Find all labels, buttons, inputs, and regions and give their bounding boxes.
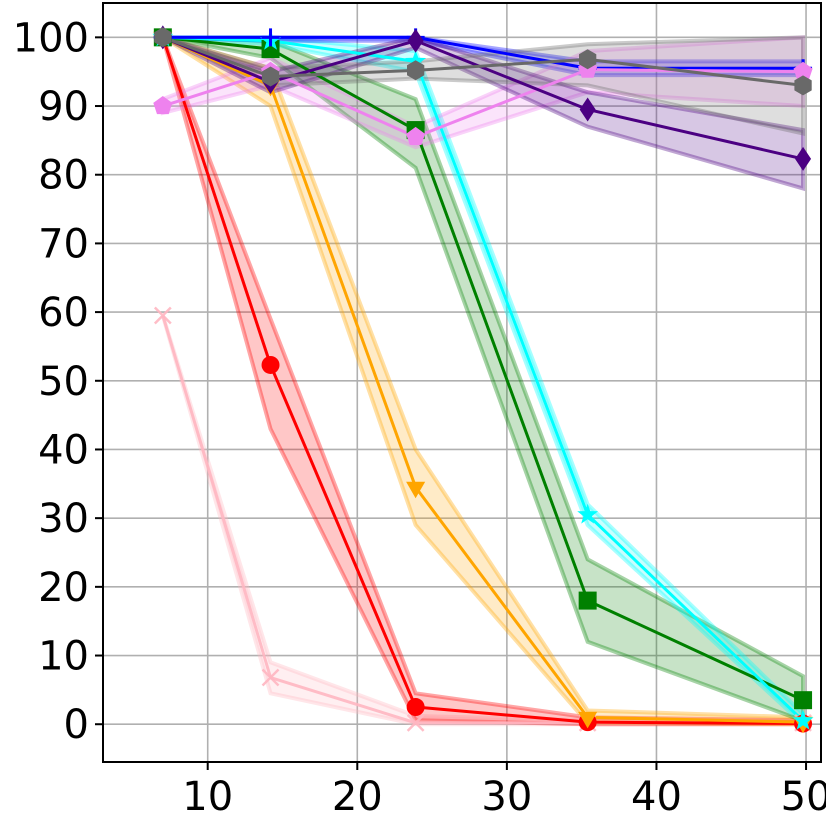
x-tick-label: 20 bbox=[332, 774, 383, 818]
series-8-point bbox=[795, 146, 812, 171]
series-9-point bbox=[407, 60, 425, 81]
series-6-point bbox=[261, 28, 280, 47]
x-tick-label: 30 bbox=[481, 774, 532, 818]
axis-ticks: 10 20 30 40 50 0 10 20 30 40 50 60 70 80 90 100 bbox=[13, 15, 826, 818]
series-9-point bbox=[794, 75, 812, 96]
series-1-point bbox=[261, 668, 280, 687]
plot-area-frame bbox=[102, 2, 822, 763]
series-3-point bbox=[406, 481, 426, 499]
series-8-point bbox=[579, 97, 596, 122]
series-8-point bbox=[407, 28, 424, 53]
y-tick-label: 40 bbox=[38, 427, 89, 473]
series-markers bbox=[152, 25, 814, 734]
series-1-point bbox=[153, 306, 172, 325]
series-7-point bbox=[153, 96, 173, 115]
series-9-point bbox=[579, 49, 597, 70]
y-tick-label: 10 bbox=[38, 634, 89, 680]
series-7-point bbox=[793, 61, 813, 80]
series-2-point bbox=[406, 698, 425, 717]
series-3-point bbox=[578, 711, 598, 729]
x-tick-label: 40 bbox=[631, 774, 682, 818]
y-tick-label: 50 bbox=[38, 359, 89, 405]
series-9-point bbox=[154, 27, 172, 48]
y-tick-label: 100 bbox=[13, 15, 89, 61]
y-tick-label: 70 bbox=[38, 221, 89, 267]
y-tick-label: 80 bbox=[38, 153, 89, 199]
series-2-point bbox=[261, 355, 280, 374]
x-tick-label: 50 bbox=[781, 774, 826, 818]
y-tick-label: 0 bbox=[64, 702, 89, 748]
series-4-point bbox=[794, 691, 813, 710]
y-tick-label: 30 bbox=[38, 496, 89, 542]
series-4-point bbox=[578, 591, 597, 610]
series-5-point bbox=[577, 503, 599, 524]
y-tick-label: 20 bbox=[38, 565, 89, 611]
y-tick-label: 60 bbox=[38, 290, 89, 336]
x-tick-label: 10 bbox=[182, 774, 233, 818]
y-tick-label: 90 bbox=[38, 84, 89, 130]
series-9-point bbox=[261, 66, 280, 87]
series-5-point bbox=[792, 709, 814, 730]
series-7-point bbox=[406, 126, 426, 145]
series-1-point bbox=[406, 713, 425, 732]
